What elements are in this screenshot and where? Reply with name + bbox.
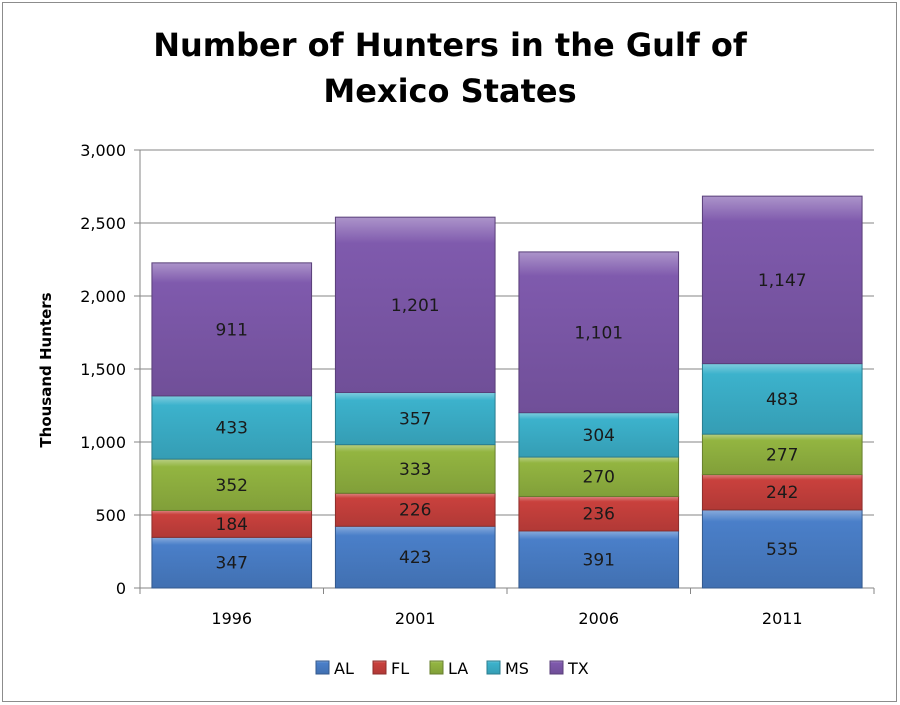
y-tick-label: 3,000 (80, 141, 126, 160)
legend-swatch-tx (549, 660, 564, 675)
bar-tx-2001 (334, 216, 496, 394)
y-tick-label: 2,500 (80, 214, 126, 233)
chart-title: Number of Hunters in the Gulf of Mexico … (0, 22, 900, 114)
data-label: 483 (766, 390, 798, 410)
bar-fl-2011 (701, 474, 863, 511)
bar-fl-2006 (518, 495, 680, 532)
data-label: 242 (766, 483, 798, 503)
data-label: 911 (216, 320, 248, 340)
legend-swatch-la (429, 660, 444, 675)
bar-fl-2001 (334, 492, 496, 527)
bar-la-2011 (701, 433, 863, 476)
data-label: 433 (216, 418, 248, 438)
bar-tx-2006 (518, 251, 680, 414)
data-label: 391 (583, 550, 615, 570)
bar-al-2001 (334, 525, 496, 589)
data-label: 226 (399, 501, 431, 521)
y-tick-label: 2,000 (80, 287, 126, 306)
data-label: 357 (399, 410, 431, 430)
bar-la-1996 (151, 458, 313, 511)
legend-swatch-fl (372, 660, 387, 675)
data-label: 270 (583, 468, 615, 488)
y-tick-label: 0 (116, 579, 126, 598)
y-tick-label: 1,000 (80, 433, 126, 452)
bar-al-2006 (518, 530, 680, 589)
legend-swatch-al (315, 660, 330, 675)
data-label: 535 (766, 540, 798, 560)
data-label: 1,101 (574, 323, 623, 343)
bar-al-2011 (701, 509, 863, 589)
chart-title-line-1: Number of Hunters in the Gulf of (153, 26, 747, 64)
bar-la-2001 (334, 444, 496, 494)
data-label: 1,147 (758, 271, 807, 291)
x-tick-label: 2011 (762, 609, 803, 628)
bar-ms-2006 (518, 412, 680, 458)
bars: 347 184 352 433 911 1996 423 226 333 357 1,201 2001… (139, 195, 875, 628)
chart-title-line-2: Mexico States (323, 72, 577, 110)
data-label: 333 (399, 460, 431, 480)
legend-label-la: LA (448, 659, 468, 678)
data-label: 423 (399, 548, 431, 568)
bar-la-2006 (518, 456, 680, 497)
data-label: 352 (216, 476, 248, 496)
legend-label-ms: MS (505, 659, 529, 678)
x-tick-label: 2001 (395, 609, 436, 628)
bar-ms-2001 (334, 392, 496, 446)
data-label: 304 (583, 426, 615, 446)
x-tick-label: 2006 (578, 609, 619, 628)
legend-swatch-ms (486, 660, 501, 675)
y-tick-label: 500 (95, 506, 126, 525)
bar-tx-2011 (701, 195, 863, 365)
bar-ms-2011 (701, 363, 863, 435)
legend: AL FL LA MS TX (315, 659, 589, 678)
y-tick-label: 1,500 (80, 360, 126, 379)
data-label: 184 (216, 515, 248, 535)
data-label: 1,201 (391, 296, 440, 316)
bar-al-1996 (151, 536, 313, 589)
data-label: 236 (583, 505, 615, 525)
legend-label-al: AL (334, 659, 354, 678)
x-tick-label: 1996 (211, 609, 252, 628)
legend-label-fl: FL (391, 659, 409, 678)
bar-tx-1996 (151, 262, 313, 397)
legend-label-tx: TX (567, 659, 589, 678)
data-label: 277 (766, 445, 798, 465)
data-label: 347 (216, 554, 248, 574)
bar-ms-1996 (151, 395, 313, 460)
